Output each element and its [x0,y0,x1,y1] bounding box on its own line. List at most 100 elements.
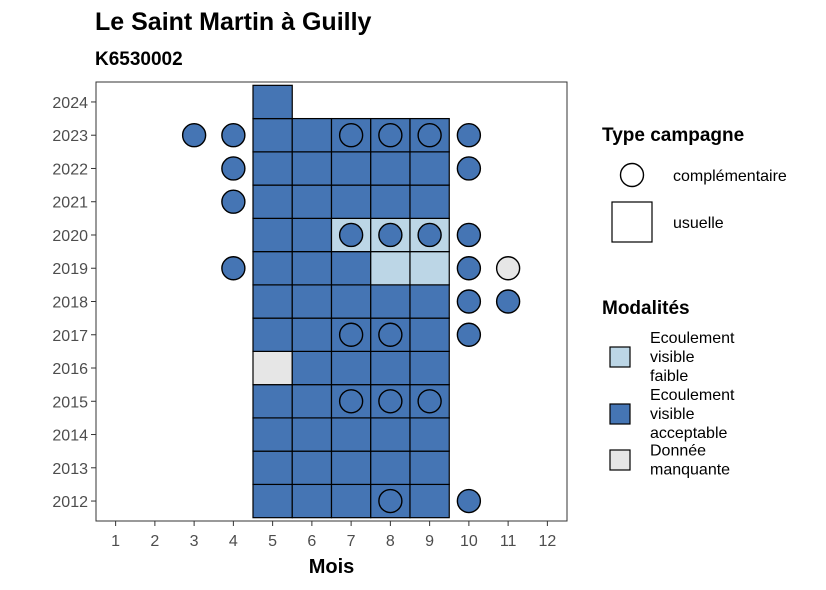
tile-usuelle-2020-6 [291,217,333,253]
x-tick-label: 5 [268,533,277,550]
point-complementaire-2012-10 [456,488,482,514]
x-tick-label: 4 [229,533,238,550]
y-tick-label: 2019 [52,261,88,278]
tile-usuelle-2021-8 [370,184,411,219]
y-tick-label: 2021 [52,195,88,212]
x-tick-label: 6 [307,533,316,550]
tile-usuelle-2014-9 [409,417,450,452]
tile-usuelle-2012-6 [291,483,333,519]
tile-usuelle-2017-9 [409,317,450,352]
x-tick-label: 2 [150,533,159,550]
point-complementaire-2023-8 [378,123,403,148]
points-layer [181,123,521,514]
legend-modalites-title: Modalités [602,298,690,319]
tile-usuelle-2022-9 [409,151,450,186]
legend-square-key [611,201,653,243]
x-tick-label: 3 [190,533,199,550]
y-tick-label: 2022 [52,161,88,178]
x-axis: 1 2 3 4 5 6 7 8 9 10 11 12 [111,521,556,550]
point-complementaire-2015-9 [417,389,442,414]
tile-usuelle-2019-6 [291,251,333,286]
legend-modalites: Modalités Ecoulement visible faible Ecouleme… [602,298,735,479]
point-complementaire-2018-11 [495,289,521,314]
y-tick-label: 2023 [52,128,88,145]
tile-usuelle-2018-8 [370,284,411,319]
x-tick-label: 11 [500,533,517,550]
y-tick-label: 2018 [52,295,88,312]
legend-swatch-acceptable [609,403,631,425]
point-complementaire-2020-9 [417,222,442,248]
legend-modalite-label: manquante [650,462,730,479]
tile-usuelle-2019-8 [370,251,411,286]
y-axis: 2012 2013 2014 2015 2016 2017 2018 2019 2020 2021… [52,95,96,511]
tile-usuelle-2016-5 [252,350,293,386]
point-complementaire-2019-11 [495,256,521,281]
legend-type-campagne: Type campagne complémentaire usuelle [602,125,787,243]
tile-usuelle-2012-9 [409,483,450,519]
point-complementaire-2023-10 [456,123,482,148]
tile-usuelle-2021-6 [291,184,333,219]
tile-usuelle-2019-7 [330,251,372,286]
tile-usuelle-2019-9 [409,251,450,286]
tile-usuelle-2013-8 [370,450,411,486]
tile-usuelle-2013-7 [330,450,372,486]
point-complementaire-2023-9 [417,123,442,148]
tile-usuelle-2018-6 [291,284,333,319]
tile-usuelle-2013-5 [252,450,293,486]
x-tick-label: 10 [460,533,478,550]
point-complementaire-2015-8 [378,389,403,414]
tiles-layer [252,84,450,519]
chart-title: Le Saint Martin à Guilly [95,8,372,36]
tile-usuelle-2017-6 [291,317,333,352]
point-complementaire-2018-10 [456,289,482,314]
tile-usuelle-2018-5 [252,284,293,319]
y-tick-label: 2013 [52,461,88,478]
y-tick-label: 2012 [52,494,88,511]
x-axis-title: Mois [309,556,355,578]
tile-usuelle-2015-5 [252,384,293,419]
tile-usuelle-2021-7 [330,184,372,219]
point-complementaire-2023-7 [338,123,364,148]
point-complementaire-2022-10 [456,156,482,181]
tile-usuelle-2013-9 [409,450,450,486]
legend-type-label: complémentaire [673,168,787,185]
tile-usuelle-2014-7 [330,417,372,452]
x-tick-label: 1 [111,533,120,550]
point-complementaire-2021-4 [221,189,246,214]
point-complementaire-2023-3 [181,123,207,148]
tile-usuelle-2014-6 [291,417,333,452]
chart-subtitle: K6530002 [95,49,183,70]
legend-swatch-faible [609,346,631,368]
tile-usuelle-2021-5 [252,184,293,219]
legend-modalite-label: Ecoulement [650,330,735,347]
point-complementaire-2015-7 [338,389,364,414]
tile-usuelle-2022-5 [252,151,293,186]
tile-usuelle-2018-9 [409,284,450,319]
tile-usuelle-2021-9 [409,184,450,219]
y-tick-label: 2014 [52,428,88,445]
legend-type-label: usuelle [673,215,724,232]
tile-usuelle-2016-9 [409,350,450,386]
tile-usuelle-2014-5 [252,417,293,452]
legend-modalite-label: Ecoulement [650,387,735,404]
y-tick-label: 2024 [52,95,88,112]
legend-modalite-label: Donnée [650,443,706,460]
point-complementaire-2019-10 [456,256,482,281]
tile-usuelle-2022-8 [370,151,411,186]
point-complementaire-2017-10 [456,322,482,347]
tile-usuelle-2022-7 [330,151,372,186]
tile-usuelle-2012-5 [252,483,293,519]
tile-usuelle-2012-7 [330,483,372,519]
tile-usuelle-2016-7 [330,350,372,386]
x-tick-label: 9 [425,533,434,550]
tile-usuelle-2018-7 [330,284,372,319]
tile-usuelle-2013-6 [291,450,333,486]
point-complementaire-2020-10 [456,222,482,248]
point-complementaire-2020-8 [378,222,403,248]
point-complementaire-2019-4 [221,256,246,281]
x-tick-label: 12 [538,533,556,550]
tile-usuelle-2022-6 [291,151,333,186]
legend-modalite-label: acceptable [650,425,727,442]
y-tick-label: 2017 [52,328,88,345]
